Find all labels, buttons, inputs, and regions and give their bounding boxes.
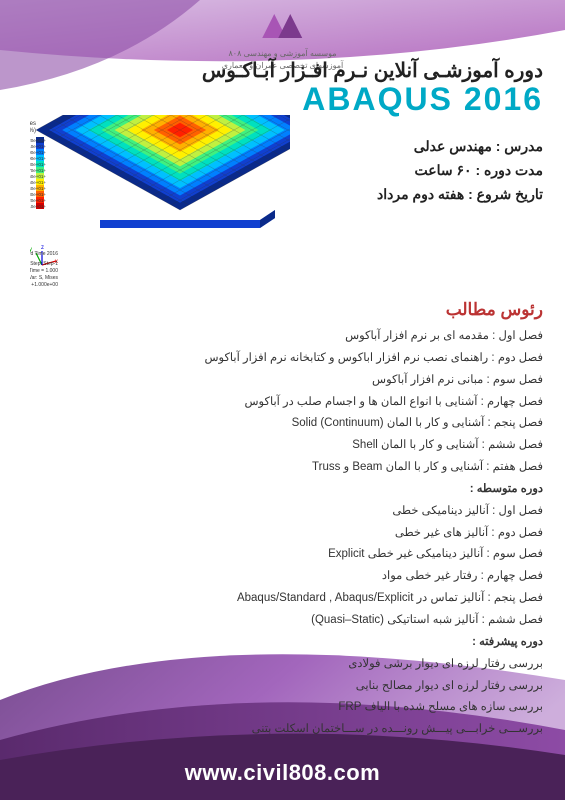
sim-step: Step: Step-1 xyxy=(30,261,58,267)
logo-icon xyxy=(253,8,313,42)
syllabus-item: فصل سوم : آنالیز دینامیکی غیر خطی Explic… xyxy=(22,544,543,566)
syllabus-item: فصل دوم : راهنمای نصب نرم افزار اباکوس و… xyxy=(22,348,543,370)
syllabus-heading: رئوس مطالب xyxy=(22,300,543,320)
syllabus-item: بررســـی خرابـــی پیـــش رونـــده در ســ… xyxy=(22,719,543,741)
syllabus-item: بررسی سازه های مسلح شده با الیاف FRP xyxy=(22,697,543,719)
info-duration: مدت دوره : ۶۰ ساعت xyxy=(377,159,543,183)
sim-caption-1: S, Mises xyxy=(30,121,36,127)
sim-caption-2: (Avg: 75%) xyxy=(30,128,36,134)
footer-url: www.civil808.com xyxy=(185,760,381,786)
svg-text:+1.20e+01: +1.20e+01 xyxy=(30,138,46,143)
syllabus-item: بررسی رفتار لرزه ای دیوار مصالح بنایی xyxy=(22,676,543,698)
syllabus-item: فصل ششم : آنالیز شبه استاتیکی (Quasi–Sta… xyxy=(22,610,543,632)
syllabus-item: فصل پنجم : آشنایی و کار با المان Solid (… xyxy=(22,413,543,435)
syllabus-item: بررسی رفتار لرزه ای دیوار برشی فولادی xyxy=(22,654,543,676)
syllabus-item: فصل پنجم : آنالیز تماس در Abaqus/Standar… xyxy=(22,588,543,610)
syllabus-item: فصل هفتم : آشنایی و کار با المان Beam و … xyxy=(22,457,543,479)
svg-text:+0.80e+01: +0.80e+01 xyxy=(30,162,46,167)
sim-inc: Increment 14416: Step Time = 1.000 xyxy=(30,268,58,274)
svg-text:+0.30e+01: +0.30e+01 xyxy=(30,192,46,197)
syllabus-item: فصل ششم : آشنایی و کار با المان Shell xyxy=(22,435,543,457)
svg-text:+0.10e+01: +0.10e+01 xyxy=(30,204,46,209)
svg-text:+0.20e+01: +0.20e+01 xyxy=(30,198,46,203)
syllabus-item: فصل دوم : آنالیز های غیر خطی xyxy=(22,523,543,545)
svg-text:+0.90e+01: +0.90e+01 xyxy=(30,156,46,161)
syllabus: رئوس مطالب فصل اول : مقدمه ای بر نرم افز… xyxy=(22,300,543,741)
header: دوره آموزشـی آنلاین نـرم افـزار آبـاکـوس… xyxy=(202,58,543,118)
svg-text:+1.00e+01: +1.00e+01 xyxy=(30,150,46,155)
svg-text:+0.40e+01: +0.40e+01 xyxy=(30,186,46,191)
sim-odb: ODB: FRP-REV1-DYNAMIC-1-Force.odb Abaqus… xyxy=(30,251,58,257)
svg-text:+0.70e+01: +0.70e+01 xyxy=(30,168,46,173)
svg-text:+1.10e+01: +1.10e+01 xyxy=(30,144,46,149)
sim-var: Primary Var: S, Mises xyxy=(30,275,59,281)
course-title: دوره آموزشـی آنلاین نـرم افـزار آبـاکـوس xyxy=(202,58,543,83)
level-advanced: دوره پیشرفته : xyxy=(22,632,543,654)
syllabus-item: فصل اول : مقدمه ای بر نرم افزار آباکوس xyxy=(22,326,543,348)
footer: www.civil808.com xyxy=(185,760,381,786)
svg-text:+0.50e+01: +0.50e+01 xyxy=(30,180,46,185)
level-intermediate: دوره متوسطه : xyxy=(22,479,543,501)
svg-text:+0.60e+01: +0.60e+01 xyxy=(30,174,46,179)
syllabus-item: فصل چهارم : رفتار غیر خطی مواد xyxy=(22,566,543,588)
info-instructor: مدرس : مهندس عدلی xyxy=(377,135,543,159)
syllabus-item: فصل اول : آنالیز دینامیکی خطی xyxy=(22,501,543,523)
course-info: مدرس : مهندس عدلی مدت دوره : ۶۰ ساعت تار… xyxy=(377,135,543,206)
syllabus-item: فصل چهارم : آشنایی با انواع المان ها و ا… xyxy=(22,392,543,414)
course-subtitle: ABAQUS 2016 xyxy=(202,81,543,118)
syllabus-item: فصل سوم : مبانی نرم افزار آباکوس xyxy=(22,370,543,392)
sim-deform: Deformed Var: U Deformation Scale Factor… xyxy=(30,282,58,288)
simulation-figure: S, Mises (Avg: 75%) +1.20e+01+1.10e+01+1… xyxy=(30,115,290,295)
info-start: تاریخ شروع : هفته دوم مرداد xyxy=(377,183,543,207)
